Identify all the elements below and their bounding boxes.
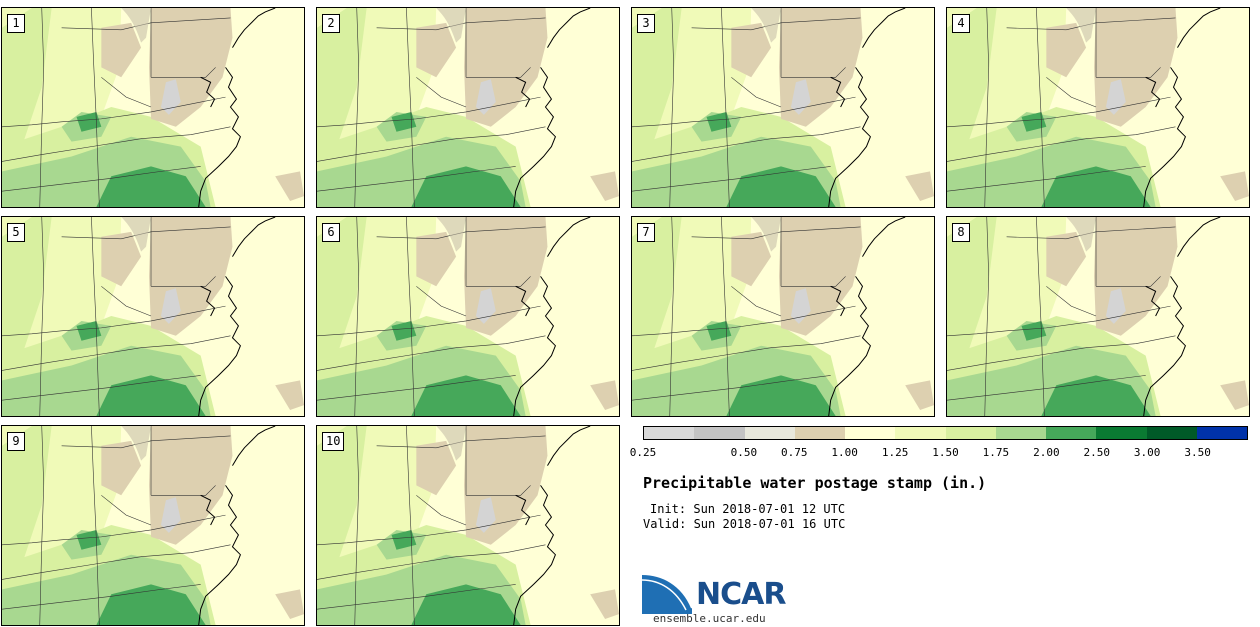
map [2, 426, 304, 625]
map [947, 8, 1249, 207]
map [317, 8, 619, 207]
ncar-logo-icon [642, 573, 693, 614]
colorbar-tick-label: 2.00 [1033, 446, 1060, 459]
colorbar-tick-label: 3.00 [1133, 446, 1161, 459]
valid-time: Valid: Sun 2018-07-01 16 UTC [643, 517, 846, 531]
colorbar-swatch [644, 427, 695, 439]
postage-stamp: 6 [316, 216, 620, 417]
member-number-label: 1 [7, 14, 25, 33]
colorbar-tick-label: 1.50 [932, 446, 959, 459]
postage-stamp: 5 [1, 216, 305, 417]
site-url[interactable]: ensemble.ucar.edu [653, 612, 766, 625]
member-number-label: 4 [952, 14, 970, 33]
colorbar-swatch [1196, 427, 1247, 439]
init-time: Init: Sun 2018-07-01 12 UTC [650, 502, 846, 516]
postage-stamp: 10 [316, 425, 620, 626]
member-number-label: 7 [637, 223, 655, 242]
colorbar-swatch [1046, 427, 1097, 439]
colorbar [643, 426, 1248, 440]
postage-stamp: 2 [316, 7, 620, 208]
member-number-label: 3 [637, 14, 655, 33]
colorbar-swatch [945, 427, 996, 439]
postage-stamp: 7 [631, 216, 935, 417]
map [317, 217, 619, 416]
postage-stamp: 4 [946, 7, 1250, 208]
member-number-label: 2 [322, 14, 340, 33]
colorbar-tick-label: 1.00 [831, 446, 858, 459]
member-number-label: 5 [7, 223, 25, 242]
colorbar-swatch [845, 427, 896, 439]
map [2, 8, 304, 207]
member-number-label: 8 [952, 223, 970, 242]
colorbar-swatch [794, 427, 845, 439]
map [317, 426, 619, 625]
map [947, 217, 1249, 416]
member-number-label: 9 [7, 432, 25, 451]
postage-stamp: 8 [946, 216, 1250, 417]
postage-stamp: 1 [1, 7, 305, 208]
map [632, 217, 934, 416]
colorbar-tick-label: 0.50 [730, 446, 758, 459]
member-number-label: 6 [322, 223, 340, 242]
colorbar-tick-label: 1.75 [982, 446, 1010, 459]
figure-title: Precipitable water postage stamp (in.) [643, 474, 987, 492]
postage-stamp: 9 [1, 425, 305, 626]
colorbar-swatch [1096, 427, 1147, 439]
colorbar-swatch [744, 427, 795, 439]
map [632, 8, 934, 207]
postage-stamp: 3 [631, 7, 935, 208]
colorbar-tick-label: 3.50 [1184, 446, 1211, 459]
colorbar-tick-label: 0.75 [781, 446, 808, 459]
colorbar-tick-label: 0.25 [629, 446, 657, 459]
ncar-logo-text: NCAR [696, 577, 786, 612]
colorbar-swatch [895, 427, 946, 439]
colorbar-tick-label: 1.25 [881, 446, 909, 459]
colorbar-swatch [995, 427, 1046, 439]
member-number-label: 10 [322, 432, 345, 451]
colorbar-swatch [694, 427, 745, 439]
colorbar-swatch [1146, 427, 1197, 439]
map [2, 217, 304, 416]
colorbar-tick-label: 2.50 [1083, 446, 1111, 459]
